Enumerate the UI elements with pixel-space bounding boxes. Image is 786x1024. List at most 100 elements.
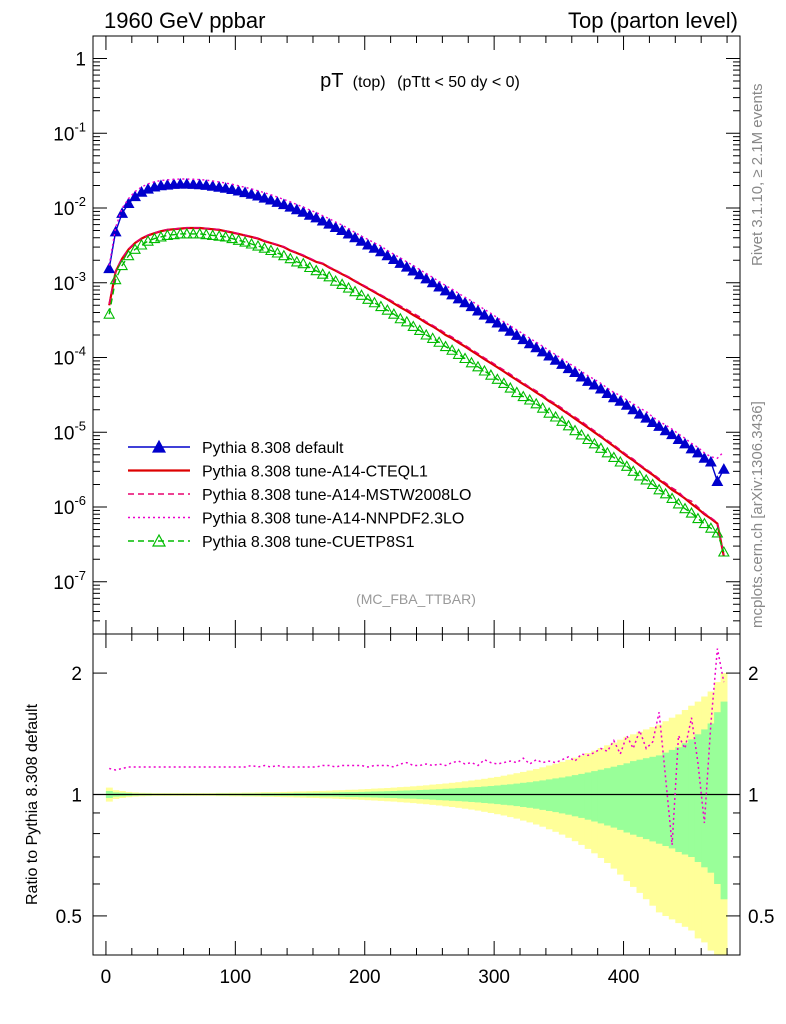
plot-title-cuts: (pTtt < 50 dy < 0) <box>397 74 520 91</box>
series-line-1 <box>108 226 725 557</box>
series-4-point <box>679 502 691 514</box>
series-0-point <box>523 337 536 349</box>
series-4-point <box>336 278 349 289</box>
series-0-point <box>323 217 336 229</box>
series-line-3 <box>108 178 725 459</box>
series-0-point <box>355 235 368 246</box>
series-4-point <box>484 369 497 380</box>
ratio-axis-ticks: 0.5 0.5 1 1 2 2 0 100 200 300 400 <box>56 634 774 988</box>
series-0-point <box>666 428 678 440</box>
y-tick-label: 10-6 <box>53 493 86 519</box>
series-4-point <box>543 407 556 418</box>
ratio-band-green <box>571 775 579 817</box>
ratio-band-green <box>591 771 599 822</box>
series-0-point <box>297 206 310 217</box>
y-tick-label: 10-3 <box>53 269 86 295</box>
series-4-point <box>206 229 219 240</box>
series-4-point <box>433 336 446 347</box>
series-0-point <box>582 375 594 386</box>
series-0-point <box>226 183 239 195</box>
series-0-point <box>465 300 478 312</box>
series-0-point <box>704 455 717 467</box>
series-0-point <box>206 180 219 191</box>
series-0-point <box>607 391 620 403</box>
series-4-point <box>387 308 400 319</box>
series-4-point <box>472 360 484 372</box>
plot-title-sub: (top) <box>353 74 386 91</box>
series-0-point <box>310 211 323 223</box>
ratio-band-green <box>565 776 573 815</box>
series-4-point <box>342 281 355 293</box>
series-4-point <box>491 373 504 384</box>
series-0-point <box>387 253 400 264</box>
series-4-point <box>219 230 232 242</box>
series-4-point <box>575 428 588 440</box>
series-0-point <box>439 284 452 296</box>
series-0-point <box>316 214 329 226</box>
series-4-point <box>394 312 407 324</box>
series-0-point <box>213 181 226 192</box>
x-tick-label: 200 <box>349 967 381 988</box>
ratio-band-green <box>720 701 728 900</box>
series-0-point <box>103 262 116 274</box>
series-0-point <box>290 203 303 215</box>
y-tick-label: 10-2 <box>53 194 86 220</box>
y-tick-label: 10-4 <box>53 344 86 370</box>
ratio-band-green <box>714 712 721 884</box>
series-0-point <box>478 308 491 320</box>
legend-label-0: Pythia 8.308 default <box>202 440 344 457</box>
series-0-point <box>575 370 588 382</box>
series-0-point <box>394 257 407 268</box>
series-0-point <box>569 366 581 378</box>
legend-label-3: Pythia 8.308 tune-A14-NNPDF2.3LO <box>202 511 464 528</box>
series-4-point <box>530 397 543 409</box>
ratio-y-tick-label-right: 1 <box>748 786 759 807</box>
series-4-point <box>303 261 316 273</box>
plot-title: pT (top) (pTtt < 50 dy < 0) <box>320 70 520 92</box>
series-4-point <box>226 232 239 244</box>
series-4-point <box>582 433 594 445</box>
ratio-band-green <box>649 756 657 842</box>
series-4-point <box>135 238 148 250</box>
series-4-point <box>277 249 290 261</box>
series-0-point <box>116 207 129 218</box>
series-0-point <box>627 403 640 415</box>
series-0-point <box>362 238 374 250</box>
x-tick-label: 300 <box>478 967 510 988</box>
series-0-point <box>549 354 562 365</box>
series-4-point <box>116 259 129 271</box>
series-0-point <box>258 191 271 203</box>
ratio-band-green <box>707 723 715 873</box>
series-0-point <box>200 179 213 190</box>
series-4-point <box>536 402 549 413</box>
series-4-point <box>297 257 310 269</box>
series-0-point <box>588 378 601 390</box>
series-4-point <box>103 308 116 319</box>
ratio-band-green <box>558 777 566 814</box>
side-label-rivet: Rivet 3.1.10, ≥ 2.1M events <box>749 84 766 267</box>
series-4-point <box>426 332 439 343</box>
series-4-point <box>213 230 226 241</box>
series-0-point <box>446 288 459 300</box>
series-4-point <box>122 249 135 261</box>
series-0-point <box>504 325 517 336</box>
series-0-point <box>349 231 361 243</box>
y-tick-label: 10-7 <box>53 568 86 594</box>
series-4-point <box>187 227 200 239</box>
series-4-point <box>588 437 601 449</box>
series-4-point <box>620 460 633 471</box>
series-0-point <box>284 200 297 212</box>
series-4-point <box>633 469 646 481</box>
series-4-point <box>252 239 264 251</box>
series-4-point <box>439 340 452 352</box>
series-4-point <box>374 300 387 312</box>
series-0-point <box>491 316 504 328</box>
ratio-band-green <box>694 734 702 862</box>
series-4-point <box>413 324 426 336</box>
series-4-point <box>666 492 678 504</box>
series-0-point <box>433 280 446 292</box>
series-4-point <box>271 246 284 258</box>
series-4-point <box>562 419 575 431</box>
series-4-point <box>465 356 478 368</box>
series-line-2 <box>108 226 725 555</box>
